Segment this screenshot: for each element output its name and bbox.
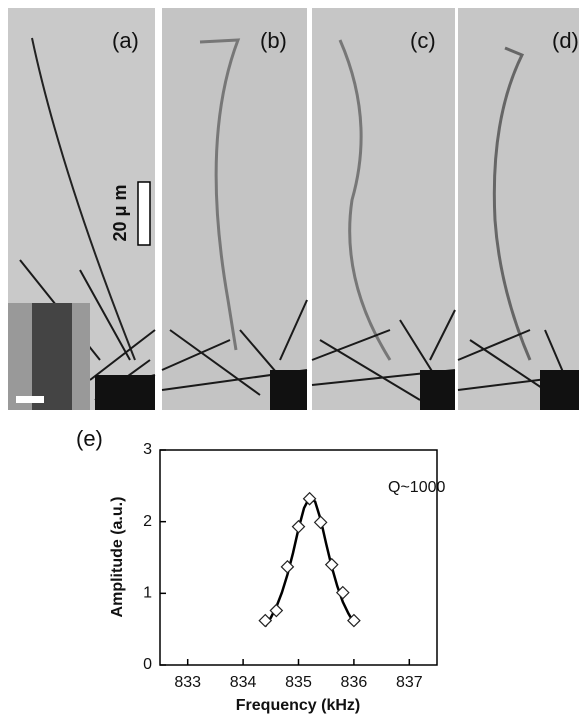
x-tick-label: 836 [341, 674, 368, 691]
nanowire [492, 46, 532, 361]
data-point [280, 559, 295, 574]
data-point [324, 557, 339, 572]
annotation: Q~1000 [388, 479, 445, 496]
y-tick-label: 2 [143, 513, 152, 530]
micrographs: 20 μ m (a) (b) (c) (d) [8, 8, 579, 410]
x-tick-label: 834 [230, 674, 257, 691]
data-point [302, 491, 317, 506]
panel-label: (b) [260, 28, 287, 53]
nanowire [199, 38, 241, 351]
x-tick-label: 837 [396, 674, 423, 691]
debris [420, 370, 455, 410]
nanowire [338, 39, 392, 361]
debris [540, 370, 579, 410]
data-point [291, 519, 306, 534]
image-c [312, 8, 455, 410]
scale-bar [137, 181, 151, 246]
data-point [258, 613, 273, 628]
y-tick-label: 1 [143, 585, 152, 602]
data-point [313, 515, 328, 530]
x-tick-label: 833 [174, 674, 201, 691]
x-axis-label: Frequency (kHz) [236, 697, 360, 714]
panel-label: (d) [552, 28, 579, 53]
inset-wire [32, 303, 72, 410]
y-tick-label: 3 [143, 441, 152, 458]
panel-label: (a) [112, 28, 139, 53]
debris [270, 370, 307, 410]
data-point [269, 603, 284, 618]
y-axis-label: Amplitude (a.u.) [109, 497, 126, 618]
data-point [335, 585, 350, 600]
panel-label: (c) [410, 28, 436, 53]
data-point [347, 613, 361, 628]
nanowire [31, 37, 136, 361]
image-d [458, 8, 579, 410]
y-tick-label: 0 [143, 656, 152, 673]
debris [95, 375, 155, 410]
scale-bar-label: 20 μ m [110, 184, 130, 241]
panel-label: (e) [76, 426, 103, 451]
x-tick-label: 835 [285, 674, 312, 691]
inset-scale-bar [16, 396, 44, 403]
